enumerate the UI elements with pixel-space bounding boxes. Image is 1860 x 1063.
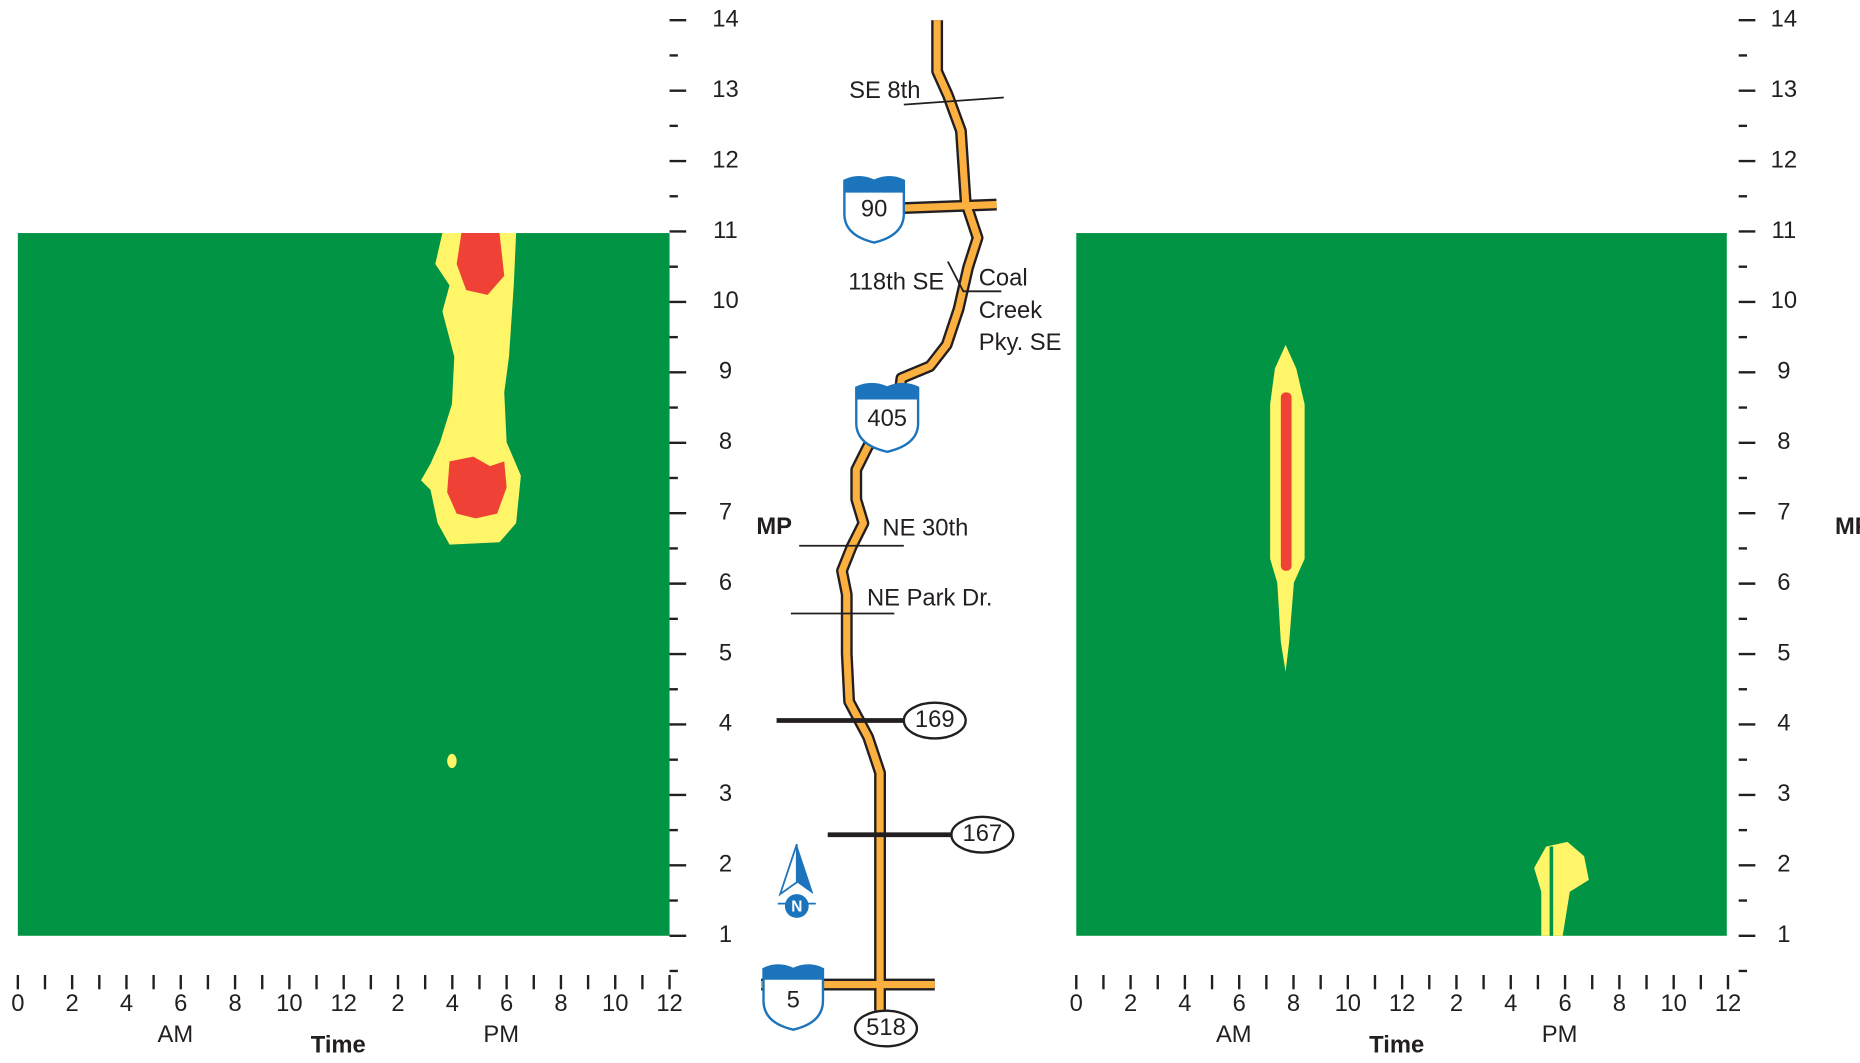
congestion-heavy xyxy=(447,456,507,519)
north-arrow: N xyxy=(777,843,816,918)
x-tick-label: 2 xyxy=(391,990,404,1017)
y-tick-label: 12 xyxy=(1771,146,1797,173)
x-tick-label: 10 xyxy=(1335,990,1361,1017)
route-label: 405 xyxy=(867,405,907,432)
y-axis-label: MP xyxy=(756,513,792,540)
route-label: 90 xyxy=(861,196,887,223)
street-label: Creek xyxy=(979,297,1043,324)
street-label: Pky. SE xyxy=(979,329,1062,356)
y-tick-label: 13 xyxy=(1771,76,1797,103)
y-tick-label: 5 xyxy=(719,639,732,666)
x-tick-label: 10 xyxy=(1660,990,1686,1017)
x-tick-label: 4 xyxy=(1504,990,1517,1017)
route-label: 169 xyxy=(915,706,955,733)
y-tick-label: 1 xyxy=(1777,921,1790,948)
x-tick-label: 0 xyxy=(1070,990,1083,1017)
interstate-shield: 5 xyxy=(762,964,825,1031)
interstate-shield: 405 xyxy=(855,382,920,454)
x-tick-label: 8 xyxy=(1613,990,1626,1017)
street-label: NE Park Dr. xyxy=(867,585,992,612)
route-oval xyxy=(950,815,1015,854)
y-tick-label: 6 xyxy=(719,569,732,596)
x-tick-label: 4 xyxy=(120,990,133,1017)
congestion-heavy xyxy=(456,233,505,295)
interstate-shield: 90 xyxy=(843,175,906,244)
x-tick-label: 10 xyxy=(276,990,302,1017)
y-tick-label: 1 xyxy=(719,921,732,948)
congestion-moderate xyxy=(447,753,457,769)
y-tick-label: 7 xyxy=(719,498,732,525)
y-tick-label: 7 xyxy=(1777,498,1790,525)
route-oval xyxy=(902,701,967,740)
y-tick-label: 11 xyxy=(713,217,738,244)
y-tick-label: 6 xyxy=(1777,569,1790,596)
y-tick-label: 10 xyxy=(712,287,738,314)
x-tick-label: 12 xyxy=(1715,990,1741,1017)
y-tick-label: 8 xyxy=(719,428,732,455)
y-tick-label: 11 xyxy=(1772,217,1797,244)
y-tick-label: 5 xyxy=(1777,639,1790,666)
street-label: 118th SE xyxy=(848,268,944,295)
y-tick-label: 4 xyxy=(719,710,732,737)
x-tick-label: 8 xyxy=(228,990,241,1017)
y-tick-label: 9 xyxy=(719,358,732,385)
free-flow xyxy=(1549,846,1554,936)
y-tick-label: 14 xyxy=(712,5,738,32)
x-tick-label: 4 xyxy=(446,990,459,1017)
x-tick-label: 4 xyxy=(1178,990,1191,1017)
x-tick-label: 8 xyxy=(1287,990,1300,1017)
y-tick-label: 14 xyxy=(1771,5,1797,32)
y-axis-label: MP xyxy=(1835,513,1860,540)
y-tick-label: 4 xyxy=(1777,710,1790,737)
route-label: 518 xyxy=(866,1014,906,1041)
x-tick-label: 12 xyxy=(1389,990,1415,1017)
route-label: 5 xyxy=(787,986,800,1013)
heatmap-area xyxy=(1076,233,1727,936)
y-tick-label: 9 xyxy=(1777,358,1790,385)
x-tick-label: 6 xyxy=(1558,990,1571,1017)
y-tick-label: 12 xyxy=(712,146,738,173)
street-label: NE 30th xyxy=(882,514,968,541)
period-label: AM xyxy=(1216,1021,1252,1048)
y-tick-label: 3 xyxy=(1777,780,1790,807)
y-tick-label: 3 xyxy=(719,780,732,807)
x-tick-label: 10 xyxy=(602,990,628,1017)
y-tick-label: 13 xyxy=(712,76,738,103)
street-label: SE 8th xyxy=(849,77,920,104)
congestion-heavy xyxy=(1280,392,1292,571)
x-tick-label: 12 xyxy=(656,990,682,1017)
route-label: 167 xyxy=(962,820,1002,847)
y-tick-label: 10 xyxy=(1771,287,1797,314)
x-tick-label: 2 xyxy=(66,990,79,1017)
period-label: PM xyxy=(1542,1021,1578,1048)
x-tick-label: 6 xyxy=(1233,990,1246,1017)
period-label: PM xyxy=(483,1021,519,1048)
y-tick-label: 8 xyxy=(1777,428,1790,455)
x-tick-label: 6 xyxy=(500,990,513,1017)
y-tick-label: 2 xyxy=(719,851,732,878)
route-oval xyxy=(853,1009,919,1048)
x-tick-label: 8 xyxy=(554,990,567,1017)
y-tick-label: 2 xyxy=(1777,851,1790,878)
street-label: Coal xyxy=(979,265,1028,292)
congestion-moderate xyxy=(1534,841,1589,936)
x-tick-label: 0 xyxy=(11,990,24,1017)
heatmap-area xyxy=(17,233,670,936)
x-tick-label: 6 xyxy=(174,990,187,1017)
x-tick-label: 2 xyxy=(1124,990,1137,1017)
north-label: N xyxy=(791,898,802,915)
map: SE 8th 118th SE Coal Creek Pky. SE NE 30… xyxy=(761,20,1062,1048)
period-label: AM xyxy=(158,1021,194,1048)
x-axis-label: Time xyxy=(1369,1032,1424,1059)
x-tick-label: 2 xyxy=(1450,990,1463,1017)
x-axis-label: Time xyxy=(311,1032,366,1059)
x-tick-label: 12 xyxy=(330,990,356,1017)
